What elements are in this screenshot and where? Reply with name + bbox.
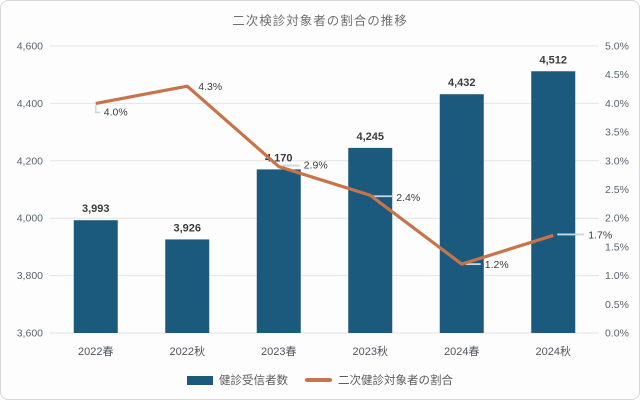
right-axis-tick-label: 2.5% bbox=[605, 184, 629, 196]
legend: 健診受信者数 二次健診対象者の割合 bbox=[1, 372, 639, 388]
line-value-label: 1.7% bbox=[588, 229, 612, 241]
legend-item-line-series: 二次健診対象者の割合 bbox=[305, 372, 453, 388]
bar bbox=[439, 94, 484, 333]
legend-label-bar-series: 健診受信者数 bbox=[219, 375, 288, 387]
bar bbox=[531, 71, 576, 334]
right-axis-tick-label: 0.5% bbox=[605, 299, 629, 311]
x-axis-category-label: 2024春 bbox=[444, 345, 479, 358]
label-leader-line bbox=[94, 105, 101, 114]
bar bbox=[73, 220, 118, 333]
bar bbox=[165, 239, 210, 333]
bar-value-label: 4,245 bbox=[356, 131, 384, 143]
bar-value-label: 4,512 bbox=[539, 54, 567, 66]
line-value-label: 4.3% bbox=[198, 81, 222, 93]
x-axis-category-label: 2023秋 bbox=[353, 344, 388, 358]
line-value-label: 1.2% bbox=[485, 259, 509, 271]
legend-item-bar-series: 健診受信者数 bbox=[187, 372, 288, 388]
left-axis-tick-label: 3,600 bbox=[17, 328, 43, 340]
chart-title: 二次検診対象者の割合の推移 bbox=[232, 14, 408, 28]
right-axis-tick-label: 3.0% bbox=[605, 155, 629, 167]
right-axis-tick-label: 2.0% bbox=[605, 213, 629, 225]
right-axis-tick-label: 0.0% bbox=[605, 328, 629, 340]
line-value-label: 2.4% bbox=[396, 192, 420, 204]
left-axis-tick-label: 4,200 bbox=[17, 155, 43, 167]
legend-label-line-series: 二次健診対象者の割合 bbox=[338, 375, 453, 387]
line-series-swatch-icon bbox=[305, 378, 332, 382]
left-axis-tick-label: 4,600 bbox=[17, 41, 43, 53]
right-axis-tick-label: 3.5% bbox=[605, 127, 629, 139]
left-axis-tick-label: 3,800 bbox=[17, 270, 43, 282]
bar bbox=[348, 147, 393, 333]
x-axis-category-label: 2024秋 bbox=[536, 344, 571, 358]
bar-series-swatch-icon bbox=[187, 375, 213, 385]
right-axis-tick-label: 1.0% bbox=[605, 270, 629, 282]
right-axis-tick-label: 4.5% bbox=[605, 69, 629, 81]
left-axis-tick-label: 4,400 bbox=[17, 98, 43, 110]
right-axis-tick-label: 5.0% bbox=[605, 41, 629, 53]
bar-value-label: 4,432 bbox=[448, 77, 476, 89]
right-axis-tick-label: 4.0% bbox=[605, 98, 629, 110]
line-series-path bbox=[95, 84, 554, 266]
left-axis-tick-label: 4,000 bbox=[17, 213, 43, 225]
bar-value-label: 3,993 bbox=[82, 203, 110, 215]
bar bbox=[256, 169, 301, 333]
bar-value-label: 3,926 bbox=[173, 222, 201, 234]
x-axis-category-label: 2023春 bbox=[261, 345, 296, 358]
x-axis-category-label: 2022春 bbox=[78, 345, 113, 358]
right-axis-tick-label: 1.5% bbox=[605, 241, 629, 253]
x-axis-category-label: 2022秋 bbox=[170, 344, 205, 358]
line-value-label: 2.9% bbox=[304, 160, 328, 172]
line-value-label: 4.0% bbox=[104, 106, 128, 118]
